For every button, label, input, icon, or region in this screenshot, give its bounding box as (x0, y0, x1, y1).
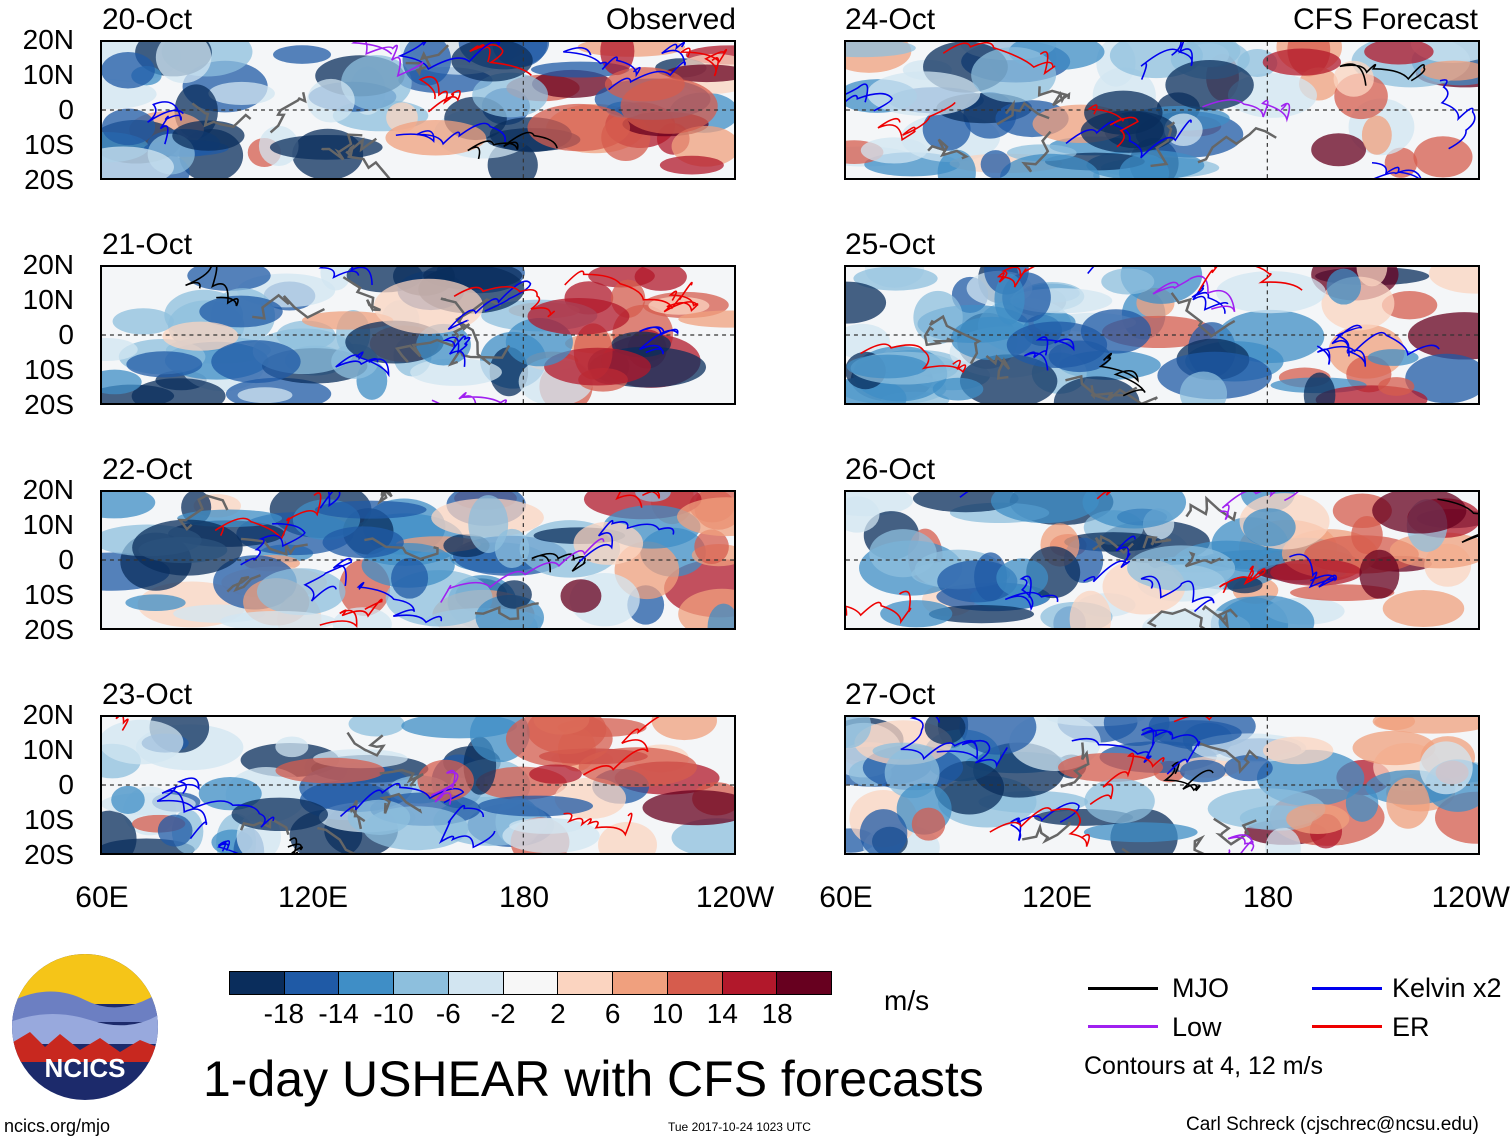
colorbar-swatch (448, 972, 504, 994)
colorbar-swatch (230, 972, 285, 994)
colorbar-label: 6 (604, 998, 621, 1029)
colorbar-label: -2 (490, 998, 516, 1029)
lat-label: 20N (22, 249, 74, 280)
date-label: 24-Oct (845, 3, 936, 36)
date-label: 23-Oct (102, 678, 193, 711)
lat-label: 0 (58, 769, 74, 800)
colorbar-label: -10 (373, 998, 414, 1029)
colorbar-label: 2 (550, 998, 566, 1029)
lon-label: 180 (498, 881, 550, 914)
colorbar-label: -18 (263, 998, 305, 1029)
lat-label: 10N (22, 734, 74, 765)
lat-label: 20N (22, 24, 74, 55)
lon-label: 120E (1021, 881, 1093, 914)
panel-title-observed: Observed (605, 3, 736, 36)
panel-observed-2 (100, 265, 736, 405)
legend-label-mjo: MJO (1172, 973, 1229, 1003)
legend-label-low: Low (1172, 1012, 1222, 1042)
colorbar-swatch (284, 972, 340, 994)
lon-label: 60E (819, 881, 873, 914)
date-label: 22-Oct (102, 453, 193, 486)
contours-note: Contours at 4, 12 m/s (1084, 1052, 1324, 1080)
legend-line-mjo (1088, 987, 1158, 990)
lat-label: 20N (22, 699, 74, 730)
legend-label-kelvin: Kelvin x2 (1392, 973, 1502, 1003)
credit: Carl Schreck (cjschrec@ncsu.edu) (1186, 1114, 1479, 1135)
colorbar-label: 18 (761, 998, 793, 1029)
colorbar-swatch (777, 972, 832, 994)
lat-label: 0 (58, 544, 74, 575)
lon-label: 120E (277, 881, 349, 914)
lat-label: 20N (22, 474, 74, 505)
lat-label: 20S (24, 839, 74, 870)
colorbar-swatch (339, 972, 395, 994)
lat-label: 0 (58, 319, 74, 350)
panel-forecast-2 (844, 265, 1480, 405)
colorbar-swatch (394, 972, 449, 994)
colorbar-swatch (667, 972, 723, 994)
main-title: 1-day USHEAR with CFS forecasts (203, 1051, 984, 1107)
lat-label: 10S (24, 354, 74, 385)
legend-line-low (1088, 1025, 1158, 1028)
lon-label: 120W (1431, 881, 1510, 914)
colorbar-swatch (503, 972, 559, 994)
legend-line-kelvin (1312, 987, 1382, 990)
panel-observed-4 (100, 715, 736, 855)
lon-label: 120W (695, 881, 775, 914)
ncics-logo: NCICS (12, 954, 158, 1100)
date-label: 27-Oct (845, 678, 936, 711)
date-label: 26-Oct (845, 453, 936, 486)
timestamp: Tue 2017-10-24 1023 UTC (668, 1120, 811, 1134)
colorbar-label: 10 (651, 998, 684, 1029)
date-label: 21-Oct (102, 228, 193, 261)
panel-forecast-4 (844, 715, 1480, 855)
lat-label: 10N (22, 284, 74, 315)
colorbar (229, 971, 832, 995)
units-label: m/s (884, 985, 930, 1016)
date-label: 20-Oct (102, 3, 193, 36)
panel-observed-3 (100, 490, 736, 630)
site-url: ncics.org/mjo (4, 1116, 111, 1136)
panel-observed-1 (100, 40, 736, 180)
lat-label: 0 (58, 94, 74, 125)
colorbar-label: -6 (435, 998, 461, 1029)
lat-label: 10S (24, 129, 74, 160)
lon-label: 180 (1242, 881, 1294, 914)
date-label: 25-Oct (845, 228, 936, 261)
lat-label: 20S (24, 389, 74, 420)
lat-label: 10N (22, 509, 74, 540)
lat-label: 20S (24, 614, 74, 645)
lat-label: 10N (22, 59, 74, 90)
panel-forecast-1 (844, 40, 1480, 180)
legend-label-er: ER (1392, 1012, 1430, 1042)
lon-label: 60E (75, 881, 129, 914)
logo-text: NCICS (45, 1053, 126, 1083)
colorbar-swatch (722, 972, 778, 994)
legend-line-er (1312, 1025, 1382, 1028)
colorbar-swatch (558, 972, 614, 994)
colorbar-label: -14 (318, 998, 359, 1029)
panel-forecast-3 (844, 490, 1480, 630)
panel-title-forecast: CFS Forecast (1292, 3, 1478, 36)
lat-label: 20S (24, 164, 74, 195)
lat-label: 10S (24, 579, 74, 610)
colorbar-label: 14 (706, 998, 738, 1029)
lat-label: 10S (24, 804, 74, 835)
colorbar-swatch (613, 972, 668, 994)
